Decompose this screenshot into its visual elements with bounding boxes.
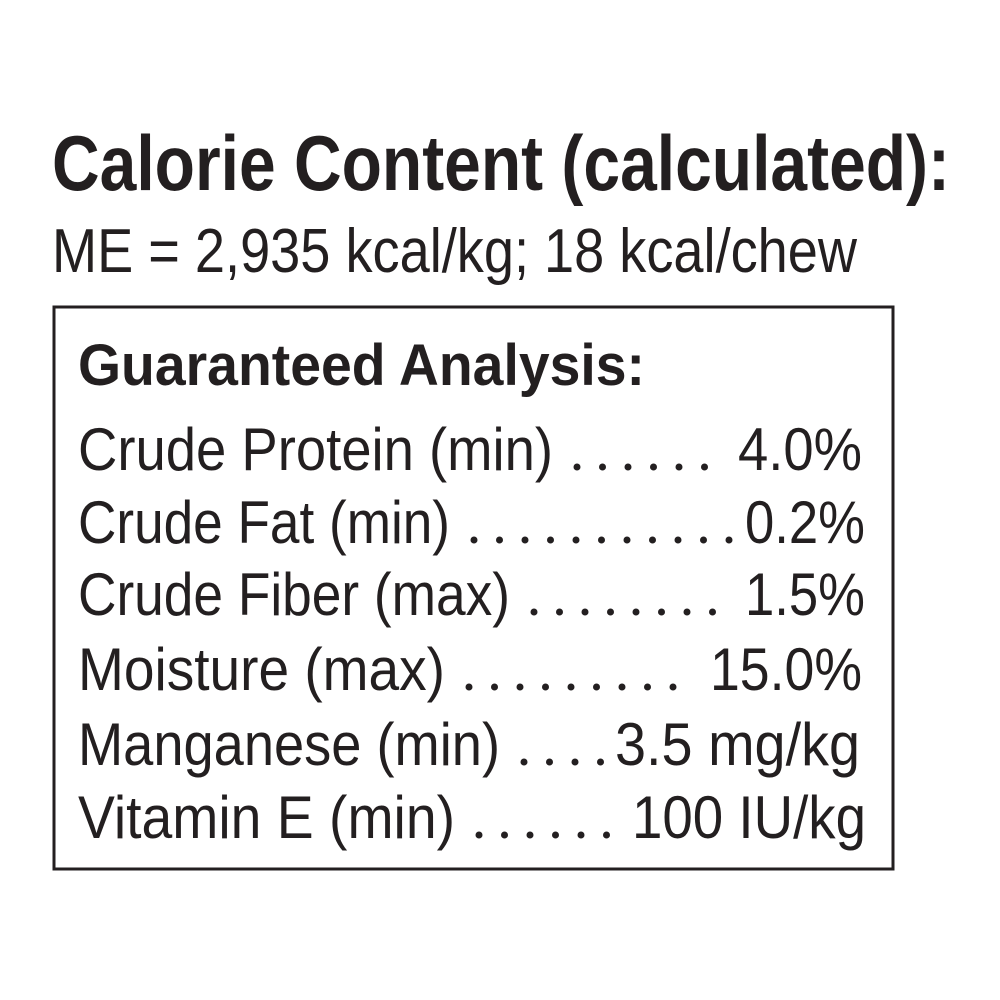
leader-dot bbox=[542, 683, 549, 691]
leader-dot bbox=[607, 608, 614, 616]
leader-dot bbox=[725, 536, 733, 544]
row-value: 1.5% bbox=[745, 561, 865, 628]
leader-dot bbox=[516, 683, 524, 691]
leader-dot bbox=[501, 831, 508, 839]
leader-dot bbox=[577, 831, 585, 839]
leader-dot bbox=[598, 536, 605, 544]
leader-dot bbox=[567, 683, 575, 691]
leader-dot bbox=[599, 463, 606, 471]
row-value: 100 IU/kg bbox=[632, 784, 866, 851]
leader-dot bbox=[521, 536, 529, 544]
leader-dot bbox=[683, 608, 691, 616]
leader-dot bbox=[526, 831, 534, 839]
leader-dot bbox=[618, 683, 626, 691]
leader-dot bbox=[475, 831, 483, 839]
leader-dot bbox=[530, 608, 538, 616]
leader-dot bbox=[491, 683, 498, 691]
leader-dot bbox=[571, 758, 579, 766]
leader-dot bbox=[547, 536, 554, 544]
leader-dot bbox=[597, 758, 604, 766]
leader-dot bbox=[572, 536, 580, 544]
row-value: 0.2% bbox=[745, 489, 865, 556]
leader-dot bbox=[593, 683, 600, 691]
row-name: Manganese (min) bbox=[78, 711, 500, 778]
row-name: Moisture (max) bbox=[78, 636, 445, 703]
row-name: Vitamin E (min) bbox=[78, 784, 455, 851]
leader-dot bbox=[581, 608, 589, 616]
leader-dot bbox=[470, 536, 478, 544]
row-name: Crude Fiber (max) bbox=[78, 561, 510, 628]
leader-dot bbox=[624, 463, 632, 471]
row-name: Crude Fat (min) bbox=[78, 489, 450, 556]
calorie-title: Calorie Content (calculated): bbox=[52, 119, 950, 207]
leader-dot bbox=[649, 536, 656, 544]
row-value: 3.5 mg/kg bbox=[615, 711, 860, 778]
leader-dot bbox=[465, 683, 473, 691]
row-value: 15.0% bbox=[710, 636, 862, 703]
leader-dot bbox=[675, 463, 683, 471]
leader-dot bbox=[546, 758, 553, 766]
leader-dot bbox=[520, 758, 528, 766]
leader-dot bbox=[701, 463, 708, 471]
leader-dot bbox=[700, 536, 707, 544]
analysis-box bbox=[52, 305, 895, 871]
leader-dot bbox=[669, 683, 677, 691]
leader-dot bbox=[623, 536, 631, 544]
leader-dot bbox=[552, 831, 559, 839]
row-value: 4.0% bbox=[738, 416, 862, 483]
leader-dot bbox=[603, 831, 610, 839]
leader-dot bbox=[674, 536, 682, 544]
leader-dot bbox=[644, 683, 651, 691]
row-name: Crude Protein (min) bbox=[78, 416, 553, 483]
leader-dot bbox=[496, 536, 503, 544]
leader-dot bbox=[573, 463, 581, 471]
calorie-text: ME = 2,935 kcal/kg; 18 kcal/chew bbox=[52, 217, 857, 286]
leader-dot bbox=[709, 608, 716, 616]
analysis-title: Guaranteed Analysis: bbox=[78, 333, 645, 398]
leader-dot bbox=[658, 608, 665, 616]
leader-dot bbox=[632, 608, 640, 616]
leader-dot bbox=[650, 463, 657, 471]
leader-dot bbox=[556, 608, 563, 616]
